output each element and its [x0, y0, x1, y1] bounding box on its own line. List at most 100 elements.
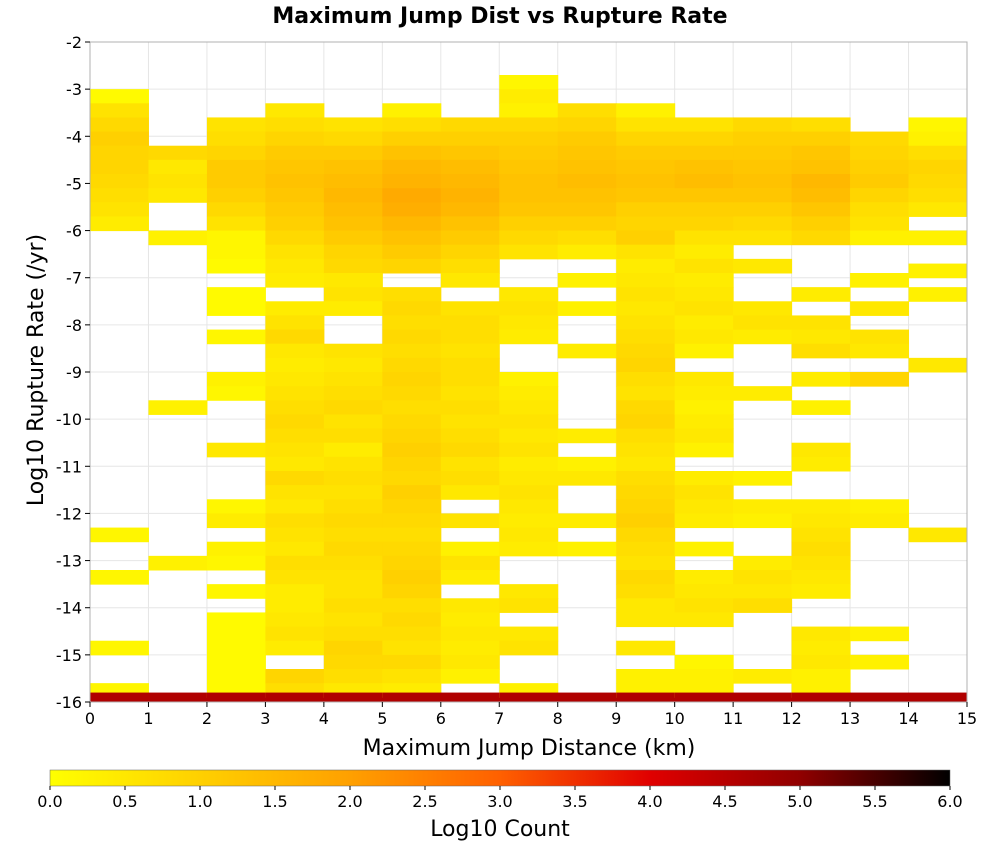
heatmap-cell: [674, 230, 734, 246]
heatmap-cell: [674, 131, 734, 147]
heatmap-cell: [323, 216, 383, 232]
heatmap-cell: [791, 400, 851, 415]
heatmap-cell: [440, 174, 500, 189]
heatmap-cell: [323, 273, 383, 288]
heatmap-cell: [382, 570, 442, 585]
heatmap-cell: [499, 202, 559, 217]
heatmap-cell: [499, 131, 559, 147]
heatmap-cell: [616, 485, 676, 500]
heatmap-cell: [850, 626, 910, 642]
heatmap-cell: [323, 357, 383, 373]
heatmap-cell: [499, 145, 559, 161]
heatmap-cell: [908, 692, 968, 703]
heatmap-cell: [674, 202, 734, 217]
heatmap-cell: [908, 159, 968, 175]
heatmap-cell: [616, 131, 676, 147]
heatmap-cell: [206, 584, 266, 599]
heatmap-cell: [616, 301, 676, 316]
heatmap-cell: [791, 174, 851, 189]
heatmap-cell: [265, 315, 325, 331]
heatmap-cell: [674, 400, 734, 415]
x-tick-label: 14: [898, 709, 918, 728]
heatmap-cell: [557, 188, 617, 203]
heatmap-cell: [674, 513, 734, 529]
y-tick-label: -14: [56, 599, 82, 618]
heatmap-cell: [674, 692, 734, 703]
y-tick-label: -2: [66, 33, 82, 52]
heatmap-cell: [616, 258, 676, 274]
heatmap-cell: [557, 343, 617, 359]
heatmap-cell: [850, 499, 910, 514]
heatmap-cell: [382, 329, 442, 345]
heatmap-cell: [908, 263, 968, 279]
heatmap-cell: [616, 216, 676, 232]
heatmap-cell: [499, 640, 559, 656]
heatmap-cell: [206, 159, 266, 175]
heatmap-cell: [440, 357, 500, 373]
heatmap-cell: [265, 471, 325, 486]
colorbar-tick-label: 1.5: [262, 792, 287, 811]
heatmap-cell: [265, 527, 325, 543]
heatmap-cell: [323, 626, 383, 642]
heatmap-cell: [616, 584, 676, 599]
heatmap-cell: [206, 692, 266, 703]
heatmap-cell: [382, 499, 442, 514]
heatmap-cell: [791, 654, 851, 670]
heatmap-cell: [265, 428, 325, 444]
heatmap-cell: [90, 570, 149, 585]
heatmap-cell: [382, 598, 442, 613]
heatmap-cell: [499, 499, 559, 514]
heatmap-cell: [557, 230, 617, 246]
heatmap-cell: [148, 188, 208, 203]
heatmap-cell: [323, 654, 383, 670]
heatmap-cell: [206, 117, 266, 133]
heatmap-cell: [265, 159, 325, 175]
heatmap-cell: [265, 555, 325, 571]
heatmap-cell: [323, 131, 383, 147]
heatmap-cell: [440, 117, 500, 133]
heatmap-cell: [323, 692, 383, 703]
heatmap-cell: [382, 159, 442, 175]
heatmap-cell: [206, 640, 266, 656]
heatmap-cell: [733, 230, 793, 246]
x-axis-label: Maximum Jump Distance (km): [363, 736, 696, 761]
heatmap-cell: [90, 188, 149, 203]
y-tick-label: -12: [56, 504, 82, 523]
heatmap-cell: [733, 669, 793, 684]
heatmap-cell: [499, 456, 559, 472]
heatmap-cell: [499, 527, 559, 543]
heatmap-cell: [733, 584, 793, 599]
heatmap-cell: [323, 669, 383, 684]
heatmap-cell: [557, 428, 617, 444]
y-tick-label: -4: [66, 127, 82, 146]
heatmap-cell: [440, 471, 500, 486]
colorbar-tick-label: 0.5: [112, 792, 137, 811]
heatmap-cell: [791, 456, 851, 472]
heatmap-cell: [382, 654, 442, 670]
heatmap-cell: [674, 372, 734, 387]
heatmap-cell: [850, 273, 910, 288]
heatmap-cell: [206, 202, 266, 217]
heatmap-cell: [382, 640, 442, 656]
heatmap-cell: [265, 343, 325, 359]
heatmap-cell: [206, 513, 266, 529]
heatmap-cell: [382, 612, 442, 628]
colorbar-tick-label: 6.0: [937, 792, 962, 811]
heatmap-cell: [265, 202, 325, 217]
heatmap-cell: [382, 117, 442, 133]
heatmap-cell: [908, 188, 968, 203]
heatmap-cell: [440, 513, 500, 529]
heatmap-cell: [323, 174, 383, 189]
heatmap-cell: [616, 598, 676, 613]
heatmap-cell: [557, 692, 617, 703]
heatmap-cell: [440, 273, 500, 288]
heatmap-cell: [791, 202, 851, 217]
heatmap-cell: [499, 513, 559, 529]
y-tick-label: -3: [66, 80, 82, 99]
heatmap-cell: [499, 584, 559, 599]
heatmap-cell: [148, 400, 208, 415]
heatmap-cell: [440, 541, 500, 557]
heatmap-cell: [499, 541, 559, 557]
heatmap-cell: [733, 301, 793, 316]
heatmap-cell: [733, 329, 793, 345]
